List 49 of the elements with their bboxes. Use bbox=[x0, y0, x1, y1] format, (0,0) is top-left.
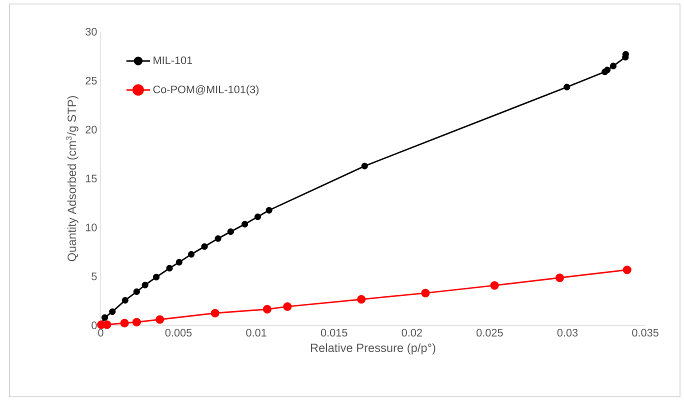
x-tick-label: 0.005 bbox=[165, 328, 192, 337]
point bbox=[254, 214, 262, 220]
point bbox=[214, 235, 222, 242]
point bbox=[622, 266, 632, 274]
point bbox=[490, 281, 499, 290]
x-tick-label: 0.025 bbox=[476, 328, 503, 337]
y-tick-label: 25 bbox=[86, 76, 97, 85]
point bbox=[555, 274, 564, 282]
y-tick-label: 10 bbox=[86, 224, 97, 232]
x-tick-label: 0 bbox=[98, 328, 104, 337]
point bbox=[133, 288, 140, 296]
x-tick-label: 0.035 bbox=[632, 328, 658, 337]
y-tick-label: 30 bbox=[86, 28, 97, 36]
y-tick-label: 5 bbox=[92, 272, 97, 280]
point bbox=[120, 318, 129, 328]
point bbox=[421, 288, 430, 298]
point bbox=[109, 308, 116, 316]
y-tick-label: 15 bbox=[86, 174, 97, 182]
point bbox=[266, 207, 272, 214]
point bbox=[152, 274, 160, 281]
point bbox=[166, 265, 173, 272]
x-tick-label: 0.015 bbox=[320, 328, 348, 337]
point bbox=[361, 162, 368, 170]
point bbox=[610, 62, 617, 70]
point bbox=[210, 308, 220, 318]
point bbox=[176, 259, 182, 266]
x-tick-label: 0.01 bbox=[246, 328, 266, 337]
y-axis-title: Quantity Adsorbed (cm$^{3}$/g STP) bbox=[66, 96, 78, 262]
point bbox=[188, 251, 195, 258]
y-tick-label: 20 bbox=[86, 126, 97, 134]
point bbox=[122, 297, 128, 304]
point bbox=[101, 314, 108, 321]
legend-label: MIL-101 bbox=[154, 56, 192, 64]
point bbox=[357, 295, 366, 304]
point bbox=[283, 302, 292, 311]
legend-label: Co-POM@MIL-101(3) bbox=[153, 85, 259, 96]
point bbox=[604, 66, 611, 74]
point bbox=[201, 243, 208, 250]
y-tick-label: 0 bbox=[92, 322, 97, 330]
point bbox=[564, 84, 570, 90]
point bbox=[227, 228, 234, 236]
x-axis-title: Relative Pressure (p/p°) bbox=[310, 343, 436, 355]
point bbox=[156, 315, 164, 324]
point bbox=[142, 282, 148, 288]
x-tick-label: 0.02 bbox=[402, 328, 422, 337]
point bbox=[262, 305, 272, 314]
x-tick-label: 0.03 bbox=[557, 328, 578, 337]
point bbox=[242, 220, 248, 228]
point bbox=[132, 318, 141, 327]
